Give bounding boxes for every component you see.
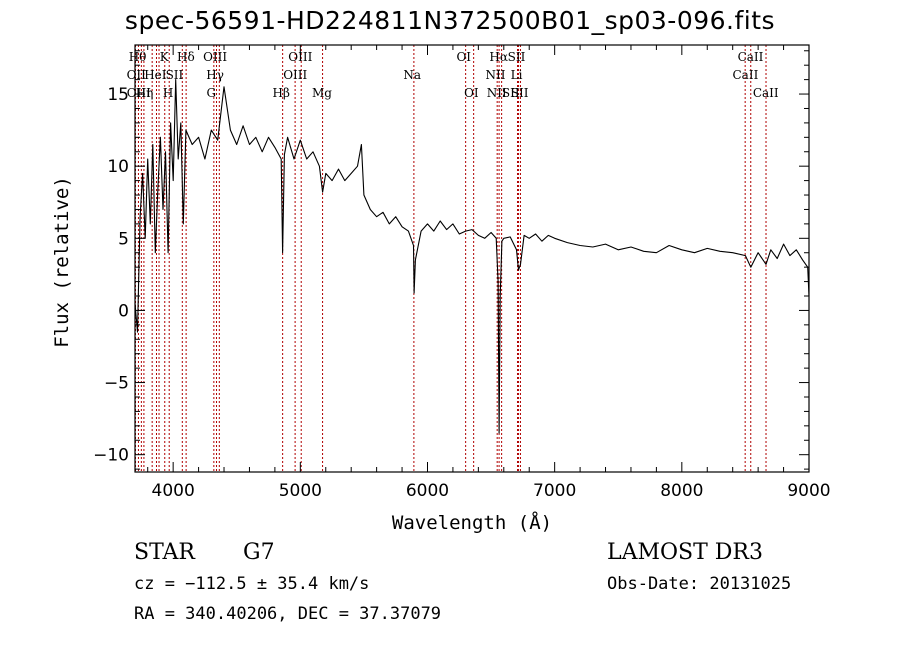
x-tick-label: 5000 xyxy=(279,481,322,501)
line-label: NII xyxy=(486,68,506,82)
line-label: Mg xyxy=(312,86,332,100)
x-axis-label: Wavelength (Å) xyxy=(391,512,553,534)
x-tick-label: 6000 xyxy=(406,481,449,501)
line-label: OIII xyxy=(203,50,227,64)
object-subclass: G7 xyxy=(243,540,275,565)
emission-line-markers xyxy=(135,45,767,472)
survey-name: LAMOST DR3 xyxy=(607,540,763,565)
y-tick-label: −5 xyxy=(104,374,129,394)
line-label: K xyxy=(160,50,170,64)
spectrum-series xyxy=(134,79,810,434)
x-tick-label: 7000 xyxy=(533,481,576,501)
line-label: SII xyxy=(511,86,529,100)
object-class: STAR xyxy=(134,540,195,565)
axes: 4000 5000 6000 7000 8000 9000 −10 −5 0 5 10 15 xyxy=(93,44,831,501)
line-label: Hη xyxy=(136,86,154,100)
line-label: SII xyxy=(166,68,184,82)
line-label: Hθ xyxy=(129,50,147,64)
line-label: OIII xyxy=(283,68,307,82)
y-tick-label: −10 xyxy=(93,446,129,466)
line-label: Li xyxy=(511,68,523,82)
line-label: OI xyxy=(464,86,479,100)
obs-date: Obs-Date: 20131025 xyxy=(607,574,792,594)
line-label: Hγ xyxy=(206,68,224,82)
line-label: G xyxy=(207,86,217,100)
y-tick-label: 15 xyxy=(107,85,129,105)
ra-dec-readout: RA = 340.40206, DEC = 37.37079 xyxy=(134,604,442,624)
y-tick-label: 10 xyxy=(107,157,129,177)
emission-line-labels: Hθ Hη OII OIII HeI K SII H Hδ OIII Hγ G Hβ OIII OIII Mg… xyxy=(127,50,779,100)
line-label: OIII xyxy=(288,50,312,64)
x-tick-label: 8000 xyxy=(660,481,703,501)
line-label: NII xyxy=(487,86,507,100)
line-label: SII xyxy=(502,86,520,100)
y-tick-label: 0 xyxy=(118,301,129,321)
line-label: OII xyxy=(127,68,147,82)
y-axis-label: Flux (relative) xyxy=(51,176,73,348)
spectrum-line xyxy=(134,79,810,434)
line-label: CaII xyxy=(753,86,779,100)
x-tick-label: 4000 xyxy=(152,481,195,501)
line-label: CaII xyxy=(733,68,759,82)
line-label: OIII xyxy=(127,86,151,100)
line-label: SII xyxy=(508,50,526,64)
line-label: Na xyxy=(403,68,421,82)
redshift-readout: cz = −112.5 ± 35.4 km/s xyxy=(134,574,370,594)
line-label: Hδ xyxy=(177,50,195,64)
line-label: OI xyxy=(456,50,471,64)
line-label: H xyxy=(163,86,173,100)
x-tick-label: 9000 xyxy=(787,481,830,501)
line-label: Hα xyxy=(489,50,508,64)
line-label: HeI xyxy=(144,68,167,82)
line-label: Hβ xyxy=(273,86,290,100)
plot-frame xyxy=(134,44,810,473)
line-label: CaII xyxy=(738,50,764,64)
y-tick-label: 5 xyxy=(118,229,129,249)
chart-title: spec-56591-HD224811N372500B01_sp03-096.f… xyxy=(124,6,776,35)
